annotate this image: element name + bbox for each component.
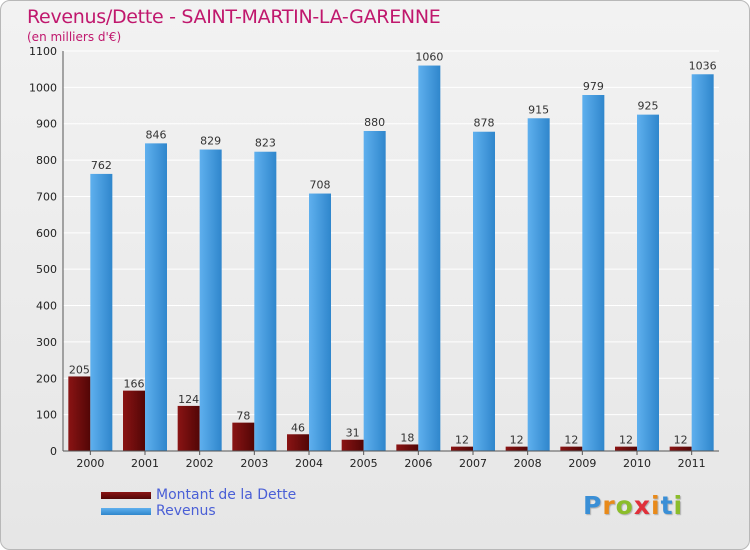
legend-label-debt: Montant de la Dette (156, 487, 297, 503)
bar-debt (177, 405, 200, 451)
legend-label-revenue: Revenus (156, 503, 216, 519)
logo-letter: i (651, 491, 661, 520)
y-tick-label: 900 (36, 118, 57, 131)
value-label-revenue: 880 (364, 116, 385, 129)
x-tick-label: 2004 (295, 457, 323, 470)
bar-revenue (254, 151, 277, 451)
logo-letter: x (633, 491, 651, 520)
y-tick-label: 700 (36, 190, 57, 203)
value-label-revenue: 1060 (415, 51, 443, 64)
value-label-debt: 78 (236, 410, 250, 423)
x-tick-label: 2000 (76, 457, 104, 470)
bar-debt (123, 390, 145, 451)
value-label-debt: 205 (69, 363, 90, 376)
x-tick-label: 2001 (131, 457, 159, 470)
y-tick-label: 500 (36, 263, 57, 276)
value-label-revenue: 846 (146, 128, 167, 141)
y-tick-label: 1100 (29, 45, 57, 58)
logo-letter: o (615, 491, 634, 520)
value-label-debt: 31 (346, 427, 360, 440)
bar-debt (505, 446, 528, 451)
legend: Montant de la Dette Revenus (101, 487, 296, 519)
revenue-swatch (101, 507, 151, 515)
bar-debt (396, 444, 419, 451)
logo-letter: i (673, 491, 684, 520)
bar-debt (232, 422, 255, 451)
debt-swatch (101, 491, 151, 499)
logo-letter: P (583, 491, 603, 520)
x-tick-label: 2009 (568, 457, 596, 470)
bar-revenue (637, 114, 659, 452)
proxiti-logo: Proxiti (583, 491, 683, 520)
value-label-debt: 46 (291, 421, 305, 434)
axes: 0 100 200 300 400 500 600 700 800 900 1000 1100 2000… (29, 45, 719, 470)
logo-letter: t (660, 491, 674, 520)
value-label-revenue: 915 (528, 103, 549, 116)
bar-debt (68, 376, 91, 451)
value-label-debt: 12 (564, 434, 578, 447)
value-label-debt: 124 (178, 393, 199, 406)
bar-debt (451, 446, 473, 451)
legend-item-revenue: Revenus (101, 503, 296, 519)
value-label-revenue: 829 (200, 135, 221, 148)
value-labels: 205 762 166 846 124 829 78 823 46 708 31 880 18 1060 1… (69, 51, 717, 447)
value-label-revenue: 925 (638, 100, 659, 113)
y-tick-label: 800 (36, 154, 57, 167)
x-tick-label: 2006 (404, 457, 432, 470)
x-tick-label: 2011 (678, 457, 706, 470)
bar-revenue (691, 74, 714, 451)
bar-debt (669, 446, 692, 451)
x-tick-label: 2010 (623, 457, 651, 470)
chart-title: Revenus/Dette - SAINT-MARTIN-LA-GARENNE (27, 6, 441, 28)
y-tick-label: 1000 (29, 81, 57, 94)
x-tick-label: 2002 (186, 457, 214, 470)
x-tick-label: 2008 (514, 457, 542, 470)
x-tick-label: 2003 (240, 457, 268, 470)
bar-revenue (363, 131, 386, 451)
y-tick-label: 100 (36, 409, 57, 422)
value-label-revenue: 823 (255, 137, 276, 150)
bar-revenue (90, 173, 113, 451)
y-tick-label: 300 (36, 336, 57, 349)
value-label-debt: 12 (674, 434, 688, 447)
value-label-revenue: 979 (583, 80, 604, 93)
bar-debt (287, 434, 309, 451)
y-tick-label: 0 (50, 445, 57, 458)
bar-debt (341, 439, 364, 451)
y-tick-label: 600 (36, 227, 57, 240)
value-label-debt: 12 (455, 434, 469, 447)
value-label-revenue: 708 (310, 179, 331, 192)
value-label-debt: 12 (510, 434, 524, 447)
value-label-revenue: 762 (91, 159, 112, 172)
legend-item-debt: Montant de la Dette (101, 487, 296, 503)
value-label-revenue: 878 (474, 117, 495, 130)
bars (68, 65, 714, 452)
value-label-debt: 12 (619, 434, 633, 447)
y-tick-label: 200 (36, 372, 57, 385)
bar-revenue (199, 149, 222, 451)
chart-subtitle: (en milliers d'€) (27, 30, 122, 44)
x-tick-label: 2007 (459, 457, 487, 470)
bar-revenue (309, 193, 331, 451)
bar-revenue (473, 131, 495, 451)
value-label-debt: 18 (400, 431, 414, 444)
bar-revenue (582, 95, 605, 451)
x-tick-label: 2005 (350, 457, 378, 470)
bar-revenue (145, 143, 167, 451)
value-label-debt: 166 (124, 378, 145, 391)
bar-revenue (418, 65, 441, 451)
logo-letter: r (602, 491, 616, 520)
gridlines (63, 50, 719, 452)
value-label-revenue: 1036 (689, 59, 717, 72)
bar-revenue (527, 118, 550, 451)
bar-debt (560, 446, 583, 451)
bar-debt (615, 446, 637, 451)
y-tick-label: 400 (36, 300, 57, 313)
